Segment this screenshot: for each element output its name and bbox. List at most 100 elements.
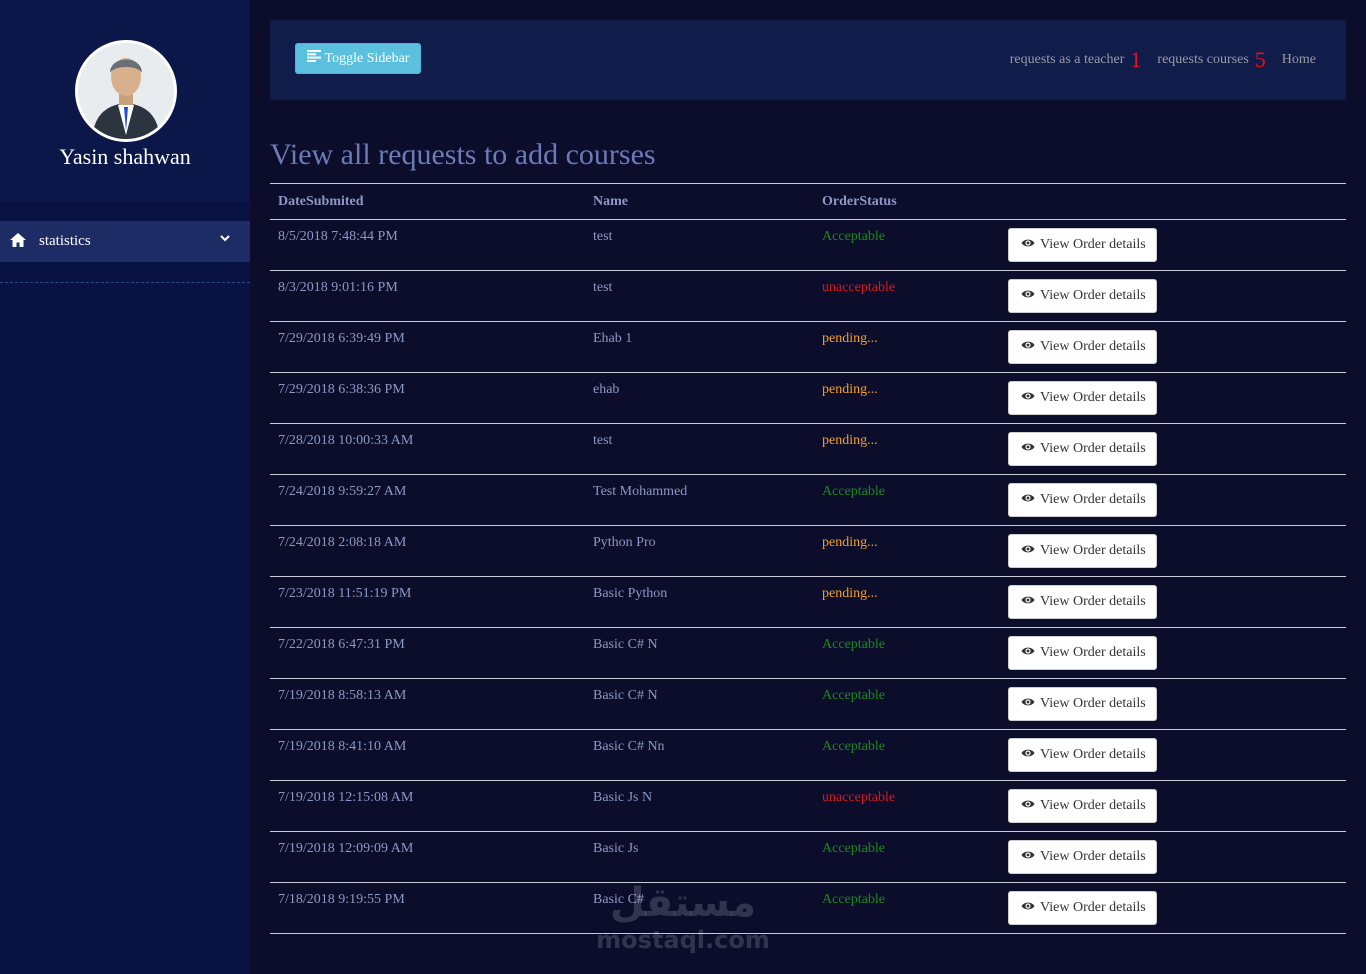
eye-icon <box>1021 237 1035 253</box>
top-nav-links: requests as a teacher 1 requests courses… <box>1010 48 1316 72</box>
table-row: 7/24/2018 2:08:18 AM Python Pro pending...… <box>270 525 1346 577</box>
cell-name: test <box>585 219 814 271</box>
chevron-down-icon <box>219 232 231 249</box>
cell-name: Basic Python <box>585 576 814 628</box>
view-order-details-button[interactable]: View Order details <box>1008 228 1157 262</box>
sidebar: Yasin shahwan statistics <box>0 0 250 974</box>
view-order-details-button[interactable]: View Order details <box>1008 636 1157 670</box>
table-row: 8/3/2018 9:01:16 PM test unacceptable View … <box>270 270 1346 322</box>
view-order-details-button[interactable]: View Order details <box>1008 687 1157 721</box>
businessman-icon <box>78 43 174 139</box>
profile-panel: Yasin shahwan <box>0 0 250 202</box>
cell-actions: View Order details <box>1002 372 1346 424</box>
cell-actions: View Order details <box>1002 474 1346 526</box>
view-order-details-button[interactable]: View Order details <box>1008 891 1157 925</box>
eye-icon <box>1021 696 1035 712</box>
cell-order-status: Acceptable <box>814 219 1002 271</box>
cell-order-status: pending... <box>814 576 1002 628</box>
cell-date: 7/29/2018 6:38:36 PM <box>270 372 585 424</box>
eye-icon <box>1021 747 1035 763</box>
sidebar-item-label: statistics <box>39 233 91 249</box>
view-order-details-button[interactable]: View Order details <box>1008 585 1157 619</box>
top-navbar: Toggle Sidebar requests as a teacher 1 r… <box>270 20 1346 100</box>
cell-name: Test Mohammed <box>585 474 814 526</box>
column-header-name: Name <box>585 183 814 220</box>
user-avatar <box>75 40 177 142</box>
eye-icon <box>1021 441 1035 457</box>
cell-name: ehab <box>585 372 814 424</box>
view-order-details-button[interactable]: View Order details <box>1008 534 1157 568</box>
view-order-details-label: View Order details <box>1040 696 1146 711</box>
view-order-details-button[interactable]: View Order details <box>1008 840 1157 874</box>
cell-order-status: unacceptable <box>814 270 1002 322</box>
cell-name: Basic C# <box>585 882 814 934</box>
view-order-details-label: View Order details <box>1040 492 1146 507</box>
cell-date: 7/18/2018 9:19:55 PM <box>270 882 585 934</box>
cell-date: 7/19/2018 12:09:09 AM <box>270 831 585 883</box>
cell-actions: View Order details <box>1002 525 1346 577</box>
cell-actions: View Order details <box>1002 219 1346 271</box>
view-order-details-button[interactable]: View Order details <box>1008 381 1157 415</box>
cell-order-status: Acceptable <box>814 474 1002 526</box>
nav-home[interactable]: Home <box>1281 52 1316 67</box>
column-header-actions <box>1002 183 1346 220</box>
cell-actions: View Order details <box>1002 321 1346 373</box>
view-order-details-button[interactable]: View Order details <box>1008 432 1157 466</box>
nav-requests-courses[interactable]: requests courses <box>1157 52 1249 67</box>
view-order-details-label: View Order details <box>1040 594 1146 609</box>
eye-icon <box>1021 339 1035 355</box>
table-row: 7/18/2018 9:19:55 PM Basic C# Acceptable Vi… <box>270 882 1346 934</box>
cell-actions: View Order details <box>1002 576 1346 628</box>
toggle-sidebar-button[interactable]: Toggle Sidebar <box>295 43 421 74</box>
cell-name: test <box>585 270 814 322</box>
courses-requests-count: 5 <box>1254 47 1266 72</box>
eye-icon <box>1021 798 1035 814</box>
view-order-details-button[interactable]: View Order details <box>1008 483 1157 517</box>
cell-order-status: pending... <box>814 372 1002 424</box>
table-row: 7/19/2018 8:58:13 AM Basic C# N Acceptable… <box>270 678 1346 730</box>
eye-icon <box>1021 645 1035 661</box>
cell-actions: View Order details <box>1002 831 1346 883</box>
cell-date: 7/19/2018 8:58:13 AM <box>270 678 585 730</box>
table-row: 7/22/2018 6:47:31 PM Basic C# N Acceptable… <box>270 627 1346 679</box>
eye-icon <box>1021 594 1035 610</box>
cell-date: 7/24/2018 9:59:27 AM <box>270 474 585 526</box>
cell-actions: View Order details <box>1002 627 1346 679</box>
cell-order-status: pending... <box>814 423 1002 475</box>
cell-order-status: pending... <box>814 525 1002 577</box>
view-order-details-button[interactable]: View Order details <box>1008 330 1157 364</box>
cell-name: test <box>585 423 814 475</box>
view-order-details-label: View Order details <box>1040 237 1146 252</box>
teacher-requests-count: 1 <box>1130 47 1142 72</box>
cell-name: Python Pro <box>585 525 814 577</box>
page-title: View all requests to add courses <box>270 138 656 171</box>
cell-date: 7/19/2018 8:41:10 AM <box>270 729 585 781</box>
view-order-details-label: View Order details <box>1040 543 1146 558</box>
cell-date: 7/22/2018 6:47:31 PM <box>270 627 585 679</box>
view-order-details-button[interactable]: View Order details <box>1008 789 1157 823</box>
sidebar-divider <box>0 282 250 283</box>
nav-requests-teacher[interactable]: requests as a teacher <box>1009 52 1125 67</box>
view-order-details-label: View Order details <box>1040 645 1146 660</box>
cell-order-status: Acceptable <box>814 831 1002 883</box>
cell-date: 7/19/2018 12:15:08 AM <box>270 780 585 832</box>
eye-icon <box>1021 390 1035 406</box>
username: Yasin shahwan <box>59 144 191 169</box>
cell-name: Ehab 1 <box>585 321 814 373</box>
cell-name: Basic C# N <box>585 627 814 679</box>
table-row: 7/23/2018 11:51:19 PM Basic Python pending… <box>270 576 1346 628</box>
cell-date: 7/29/2018 6:39:49 PM <box>270 321 585 373</box>
view-order-details-label: View Order details <box>1040 339 1146 354</box>
cell-date: 7/23/2018 11:51:19 PM <box>270 576 585 628</box>
toggle-sidebar-label: Toggle Sidebar <box>324 50 410 66</box>
view-order-details-label: View Order details <box>1040 900 1146 915</box>
table-row: 7/29/2018 6:38:36 PM ehab pending... View O… <box>270 372 1346 424</box>
cell-actions: View Order details <box>1002 270 1346 322</box>
view-order-details-label: View Order details <box>1040 390 1146 405</box>
requests-table: DateSubmited Name OrderStatus 8/5/2018 7… <box>270 183 1346 934</box>
table-row: 7/19/2018 12:09:09 AM Basic Js Acceptable V… <box>270 831 1346 883</box>
sidebar-item-statistics[interactable]: statistics <box>0 221 250 262</box>
view-order-details-button[interactable]: View Order details <box>1008 738 1157 772</box>
view-order-details-button[interactable]: View Order details <box>1008 279 1157 313</box>
